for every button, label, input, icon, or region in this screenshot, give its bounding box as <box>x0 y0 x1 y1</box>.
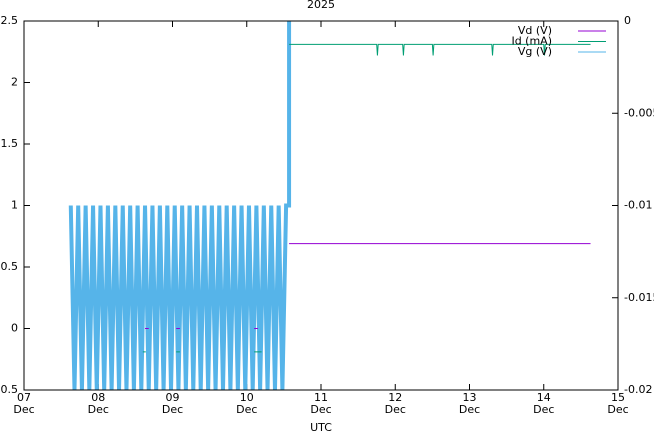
legend-label: Id (mA) <box>511 35 552 48</box>
y2-tick-label: -0.015 <box>624 291 654 304</box>
series-line <box>142 43 591 353</box>
chart-title: 2025 <box>307 0 335 11</box>
series-line <box>145 243 591 329</box>
y2-tick-label: -0.01 <box>624 199 652 212</box>
x-tick-label: 11 Dec <box>310 391 332 416</box>
plot-border <box>23 20 619 391</box>
x-tick-label: 08 Dec <box>87 391 109 416</box>
y-tick-label: 1.5 <box>1 137 19 150</box>
y2-tick-label: -0.005 <box>624 106 654 119</box>
y-tick-label: 1 <box>11 199 18 212</box>
x-axis-label: UTC <box>310 421 332 432</box>
x-tick-label: 07 Dec <box>13 391 35 416</box>
x-tick-label: 13 Dec <box>458 391 481 416</box>
legend-label: Vd (V) <box>518 24 552 37</box>
y-tick-label: 0 <box>11 322 18 335</box>
y-tick-label: 2 <box>11 76 18 89</box>
y-tick-label: 2.5 <box>1 14 19 27</box>
legend-label: Vg (V) <box>518 45 552 58</box>
x-tick-label: 09 Dec <box>161 391 184 416</box>
x-tick-label: 10 Dec <box>236 391 258 416</box>
series-line <box>68 21 292 391</box>
y-tick-label: -0.5 <box>0 383 18 396</box>
x-tick-label: 14 Dec <box>533 391 555 416</box>
y2-tick-label: -0.02 <box>624 383 652 396</box>
x-tick-label: 12 Dec <box>384 391 406 416</box>
y2-tick-label: 0 <box>624 14 631 27</box>
y-tick-label: 0.5 <box>1 260 19 273</box>
x-tick-label: 15 Dec <box>607 391 629 416</box>
